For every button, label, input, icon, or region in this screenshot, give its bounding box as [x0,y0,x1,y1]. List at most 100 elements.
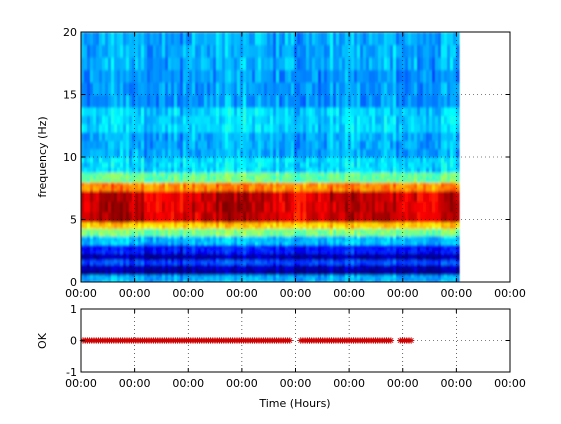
heatmap-cell [138,230,142,234]
heatmap-cell [84,69,88,83]
heatmap-cell [369,224,373,227]
heatmap-cell [273,162,277,168]
heatmap-cell [285,253,289,256]
heatmap-cell [183,259,187,262]
heatmap-cell [183,57,187,71]
heatmap-cell [180,167,184,173]
heatmap-cell [366,255,370,259]
heatmap-cell [363,267,367,271]
heatmap-cell [96,264,100,267]
heatmap-cell [135,175,139,180]
heatmap-cell [351,228,355,232]
heatmap-cell [312,226,316,229]
heatmap-cell [102,148,106,158]
heatmap-cell [99,94,103,108]
heatmap-cell [354,233,358,237]
heatmap-cell [327,228,331,232]
heatmap-cell [117,269,121,272]
heatmap-cell [249,241,253,246]
heatmap-cell [105,115,109,125]
heatmap-cell [306,279,310,282]
heatmap-cell [204,244,208,249]
heatmap-cell [150,187,154,192]
heatmap-cell [162,279,166,282]
heatmap-cell [120,244,124,249]
heatmap-cell [174,271,178,274]
heatmap-cell [81,167,85,173]
heatmap-cell [102,253,106,256]
heatmap-cell [258,32,262,46]
heatmap-cell [336,244,340,249]
heatmap-cell [243,224,247,227]
heatmap-cell [261,167,265,173]
heatmap-cell [327,267,331,271]
heatmap-cell [333,262,337,266]
heatmap-cell [327,115,331,125]
heatmap-cell [234,222,238,225]
heatmap-cell [345,44,349,58]
heatmap-cell [195,175,199,180]
heatmap-cell [315,94,319,108]
heatmap-cell [219,123,223,133]
heatmap-cell [273,115,277,125]
heatmap-cell [132,148,136,158]
heatmap-cell [105,255,109,259]
heatmap-cell [138,261,142,264]
heatmap-cell [288,230,292,234]
heatmap-cell [90,69,94,83]
heatmap-cell [372,266,376,269]
heatmap-cell [132,222,136,225]
heatmap-cell [348,226,352,229]
heatmap-cell [114,255,118,259]
heatmap-cell [117,57,121,71]
heatmap-cell [84,57,88,71]
heatmap-cell [246,211,250,223]
heatmap-cell [237,233,241,237]
heatmap-cell [138,224,142,227]
heatmap-cell [102,224,106,227]
heatmap-cell [228,123,232,133]
heatmap-cell [135,167,139,173]
heatmap-cell [159,271,163,274]
heatmap-cell [258,264,262,267]
heatmap-cell [144,259,148,262]
heatmap-cell [207,32,211,46]
heatmap-cell [180,264,184,267]
heatmap-cell [273,178,277,183]
heatmap-cell [225,82,229,96]
heatmap-cell [327,184,331,189]
heatmap-cell [264,277,268,281]
heatmap-cell [129,175,133,180]
heatmap-cell [312,148,316,158]
heatmap-cell [315,211,319,223]
heatmap-cell [240,107,244,116]
heatmap-cell [210,230,214,234]
heatmap-cell [231,184,235,189]
heatmap-cell [276,262,280,266]
heatmap-cell [237,140,241,150]
heatmap-cell [237,201,241,213]
heatmap-cell [255,140,259,150]
heatmap-cell [228,253,232,256]
heatmap-cell [315,107,319,116]
heatmap-cell [156,211,160,223]
heatmap-cell [84,190,88,202]
heatmap-cell [267,123,271,133]
heatmap-cell [84,269,88,272]
heatmap-cell [117,226,121,229]
heatmap-cell [186,107,190,116]
heatmap-cell [285,233,289,237]
heatmap-cell [213,190,217,202]
heatmap-cell [330,233,334,237]
heatmap-cell [111,157,115,163]
heatmap-cell [117,250,121,254]
heatmap-cell [291,247,295,251]
heatmap-cell [195,226,199,229]
heatmap-cell [159,279,163,282]
heatmap-cell [123,222,127,225]
heatmap-cell [369,94,373,108]
heatmap-cell [150,175,154,180]
heatmap-cell [321,222,325,225]
heatmap-cell [264,241,268,246]
heatmap-cell [249,187,253,192]
